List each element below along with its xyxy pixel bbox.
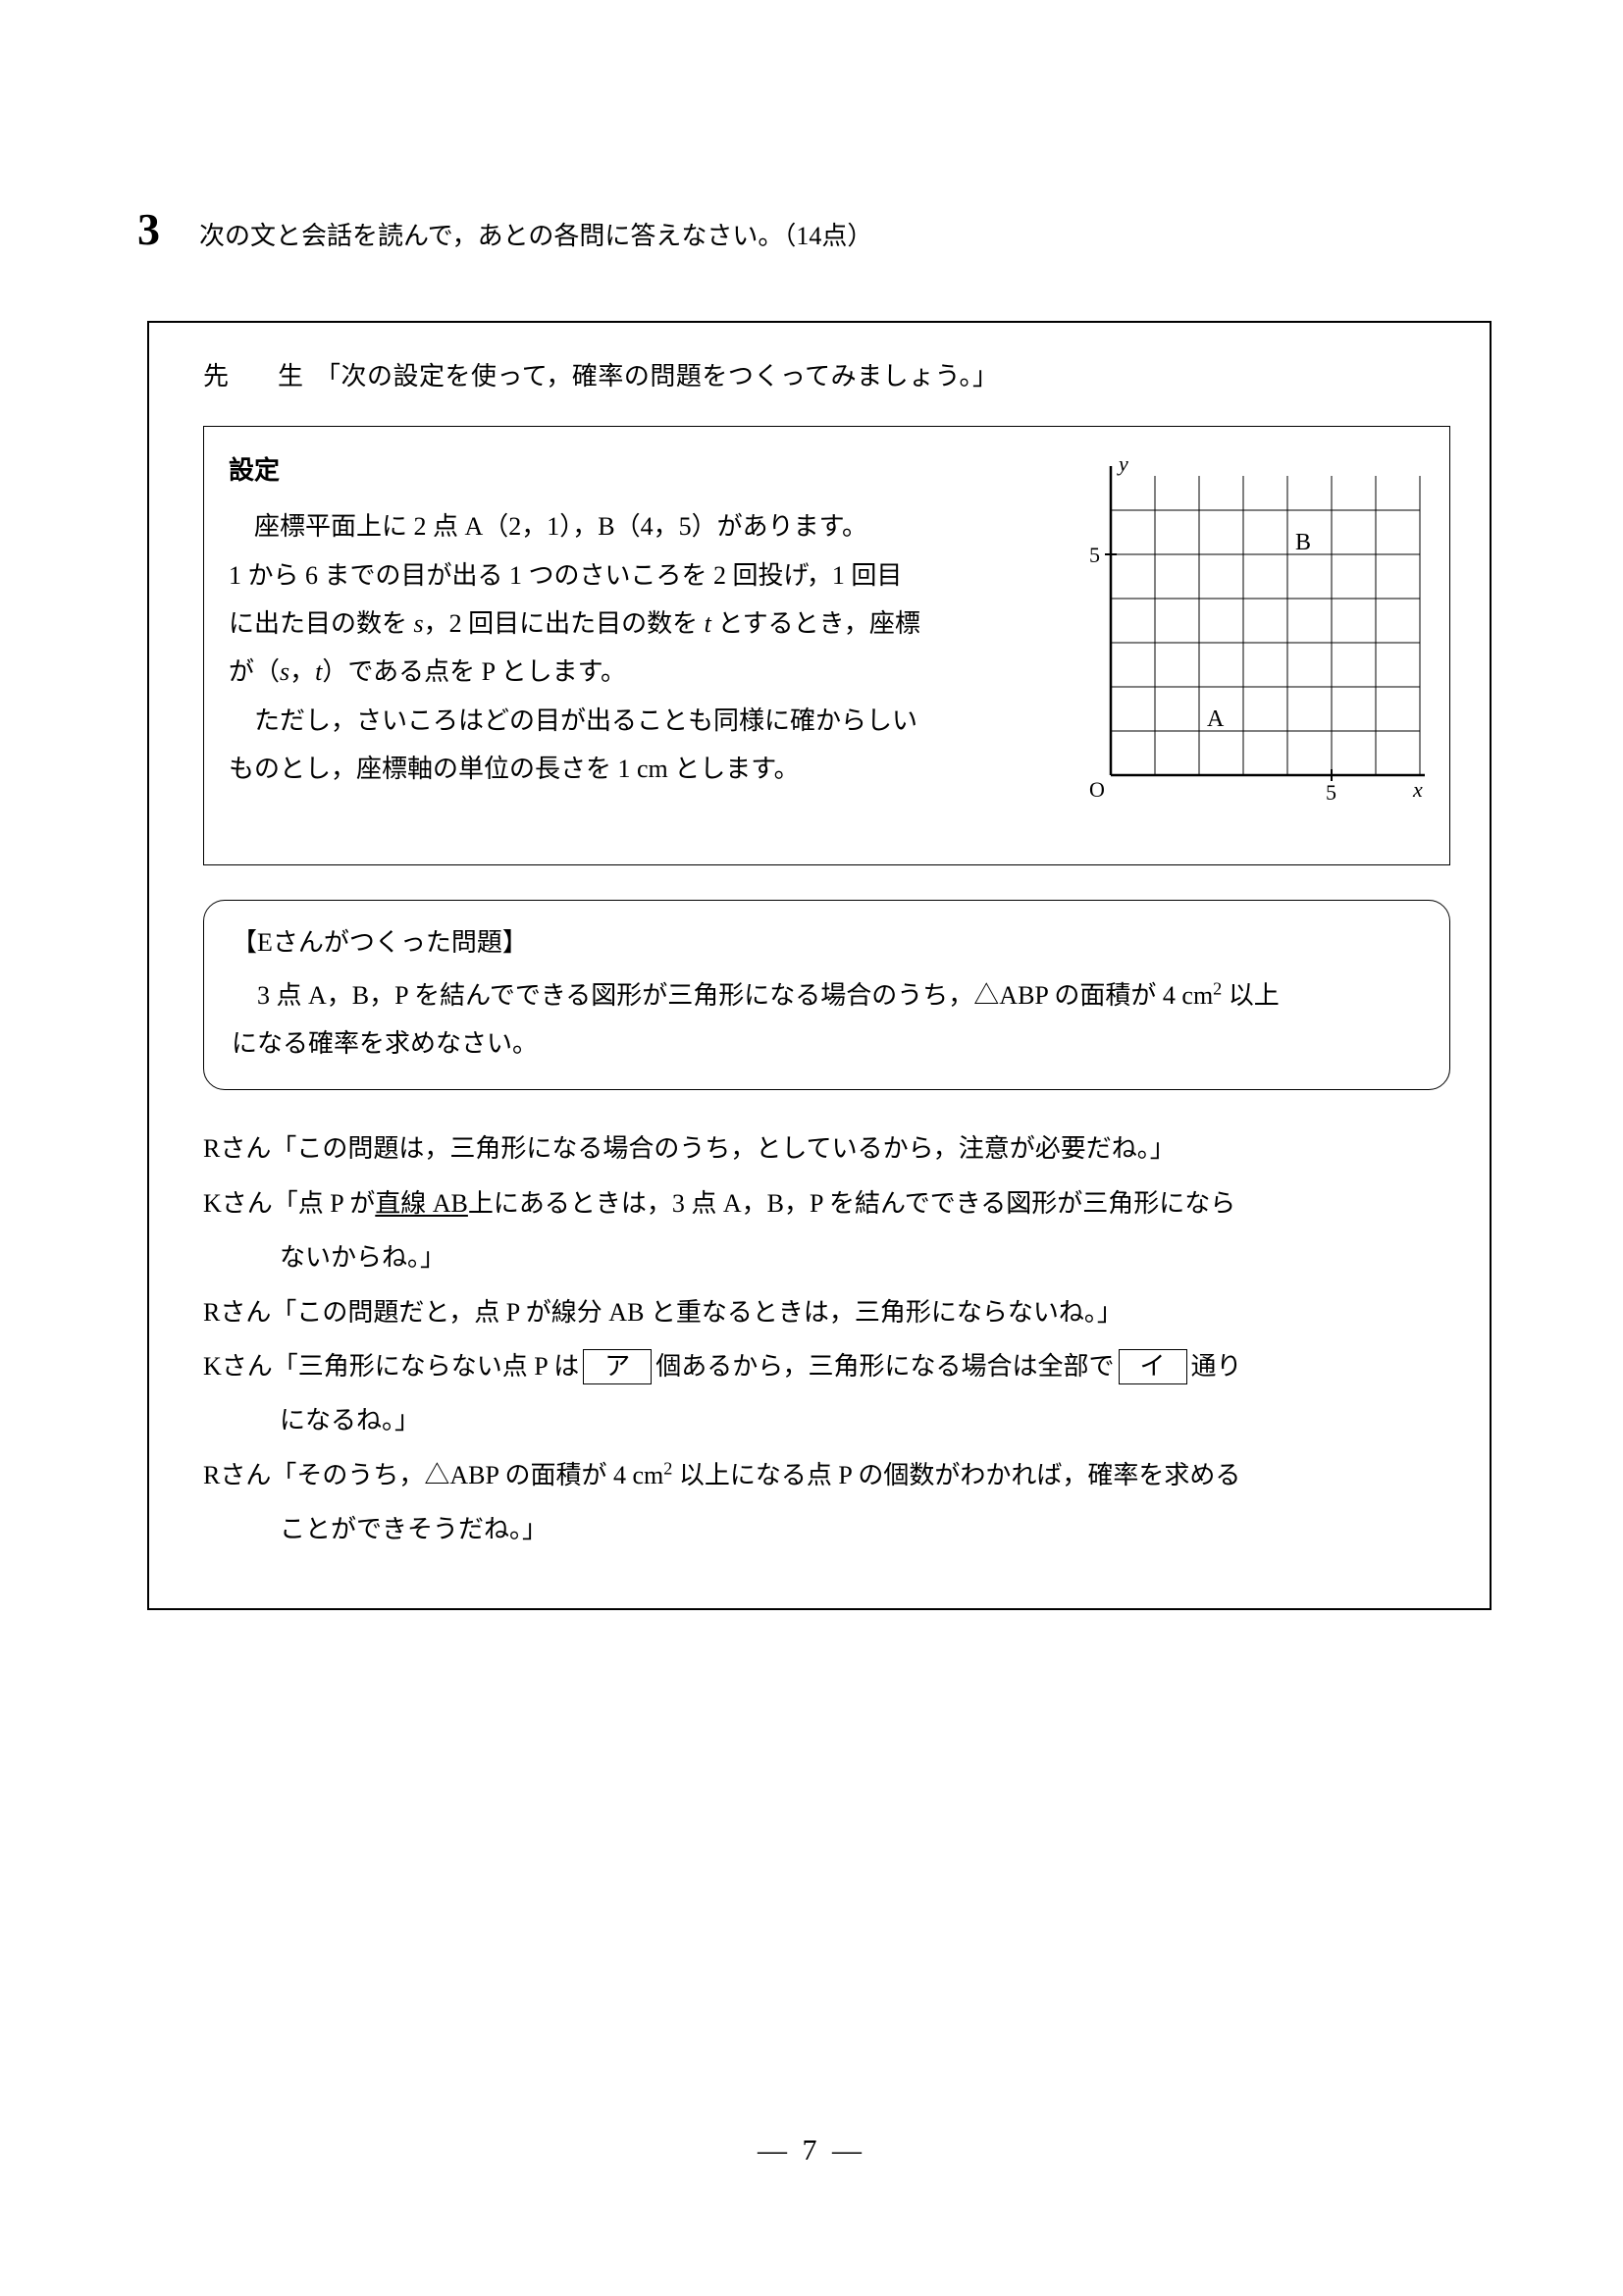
dialog-k2: Kさん 「三角形にならない点 P はア個あるから，三角形になる場合は全部でイ通り — [203, 1342, 1450, 1390]
speaker-k1-cont — [203, 1233, 280, 1281]
e-problem-body: 3 点 A，B，P を結んでできる図形が三角形になる場合のうち，△ABP の面積… — [232, 971, 1422, 1019]
speaker-k1: Kさん — [203, 1179, 273, 1227]
speaker-k2-cont — [203, 1396, 280, 1444]
speech-r2: 「この問題だと，点 P が線分 AB と重なるときは，三角形にならないね。」 — [271, 1288, 1450, 1336]
point-a-label: A — [1207, 706, 1225, 732]
speaker-r3-cont — [203, 1505, 280, 1553]
y-axis-label: y — [1117, 451, 1128, 476]
speech-k1: 「点 P が直線 AB上にあるときは，3 点 A，B，P を結んでできる図形が三… — [273, 1179, 1450, 1227]
e-problem-body2: になる確率を求めなさい。 — [232, 1019, 1422, 1068]
k2a: 「三角形にならない点 P は — [273, 1352, 580, 1381]
page-number: — 7 — — [0, 2122, 1623, 2178]
y-tick-5: 5 — [1089, 543, 1100, 567]
speech-k2: 「三角形にならない点 P はア個あるから，三角形になる場合は全部でイ通り — [273, 1342, 1450, 1390]
settei-box: 設定 座標平面上に 2 点 A（2，1），B（4，5）があります。 1 から 6… — [203, 426, 1450, 865]
dialog-k1-cont: ないからね。」 — [203, 1233, 1450, 1281]
graph-svg: y x O 5 5 A B — [1072, 451, 1425, 824]
k2d: になるね。」 — [280, 1396, 1450, 1444]
var-s: s — [414, 609, 424, 638]
settei-p4: が（s，t）である点を P とします。 — [229, 648, 1062, 696]
settei-p3: に出た目の数を s，2 回目に出た目の数を t とするとき，座標 — [229, 600, 1062, 648]
e-b1-tail: 以上 — [1222, 981, 1280, 1010]
teacher-line: 先 生「次の設定を使って，確率の問題をつくってみましょう。」 — [203, 352, 1450, 400]
origin-label: O — [1089, 777, 1105, 802]
speaker-r1: Rさん — [203, 1124, 271, 1173]
dialog-k2-cont: になるね。」 — [203, 1396, 1450, 1444]
settei-p5: ただし，さいころはどの目が出ることも同様に確からしい — [229, 697, 1062, 745]
k1b: 上にあるときは，3 点 A，B，P を結んでできる図形が三角形になら — [468, 1189, 1235, 1218]
settei-title: 設定 — [229, 446, 1062, 495]
r3a: 「そのうち，△ABP の面積が 4 cm — [271, 1461, 663, 1489]
settei-p3a: に出た目の数を — [229, 609, 414, 638]
k1-underline: 直線 AB — [375, 1189, 468, 1218]
r3b: 以上になる点 P の個数がわかれば，確率を求める — [672, 1461, 1240, 1489]
speaker-r3: Rさん — [203, 1451, 271, 1499]
settei-p6: ものとし，座標軸の単位の長さを 1 cm とします。 — [229, 745, 1062, 793]
e-b1: 3 点 A，B，P を結んでできる図形が三角形になる場合のうち，△ABP の面積… — [257, 981, 1213, 1010]
k1a: 「点 P が — [273, 1189, 376, 1218]
coordinate-graph: y x O 5 5 A B — [1072, 451, 1425, 840]
settei-p1: 座標平面上に 2 点 A（2，1），B（4，5）があります。 — [229, 502, 1062, 550]
e-problem-box: 【Eさんがつくった問題】 3 点 A，B，P を結んでできる図形が三角形になる場… — [203, 900, 1450, 1090]
dialog-k1: Kさん 「点 P が直線 AB上にあるときは，3 点 A，B，P を結んでできる… — [203, 1179, 1450, 1227]
teacher-speech: 「次の設定を使って，確率の問題をつくってみましょう。」 — [315, 362, 999, 391]
speaker-k2: Kさん — [203, 1342, 273, 1390]
k1c: ないからね。」 — [280, 1233, 1450, 1281]
settei-p2: 1 から 6 までの目が出る 1 つのさいころを 2 回投げ，1 回目 — [229, 551, 1062, 600]
speech-r3: 「そのうち，△ABP の面積が 4 cm2 以上になる点 P の個数がわかれば，… — [271, 1451, 1450, 1499]
teacher-label: 先 生 — [203, 362, 315, 391]
var-t: t — [705, 609, 711, 638]
outer-box: 先 生「次の設定を使って，確率の問題をつくってみましょう。」 設定 座標平面上に… — [147, 321, 1492, 1610]
settei-p4a: が（ — [229, 657, 280, 686]
var-s-2: s — [280, 657, 289, 686]
settei-p3b: ，2 回目に出た目の数を — [424, 609, 705, 638]
speaker-r2: Rさん — [203, 1288, 271, 1336]
dialog-r3: Rさん 「そのうち，△ABP の面積が 4 cm2 以上になる点 P の個数がわ… — [203, 1451, 1450, 1499]
settei-p4b: ， — [289, 657, 315, 686]
dialog-r2: Rさん 「この問題だと，点 P が線分 AB と重なるときは，三角形にならないね… — [203, 1288, 1450, 1336]
question-number: 3 — [137, 186, 160, 272]
question-header: 3 次の文と会話を読んで，あとの各問に答えなさい。（14点） — [137, 186, 1492, 272]
settei-p3c: とするとき，座標 — [711, 609, 920, 638]
question-instruction: 次の文と会話を読んで，あとの各問に答えなさい。（14点） — [199, 212, 872, 260]
r3c: ことができそうだね。」 — [280, 1505, 1450, 1553]
x-axis-label: x — [1412, 777, 1423, 802]
k2b: 個あるから，三角形になる場合は全部で — [655, 1352, 1114, 1381]
page-content: 3 次の文と会話を読んで，あとの各問に答えなさい。（14点） 先 生「次の設定を… — [137, 186, 1492, 1610]
dialog-r3-cont: ことができそうだね。」 — [203, 1505, 1450, 1553]
r3-sup: 2 — [663, 1458, 672, 1478]
blank-i: イ — [1119, 1349, 1187, 1384]
dialog-r1: Rさん 「この問題は，三角形になる場合のうち，としているから，注意が必要だね。」 — [203, 1124, 1450, 1173]
e-problem-title: 【Eさんがつくった問題】 — [232, 918, 1422, 966]
x-tick-5: 5 — [1326, 780, 1336, 805]
settei-text: 設定 座標平面上に 2 点 A（2，1），B（4，5）があります。 1 から 6… — [229, 446, 1062, 794]
e-sup: 2 — [1213, 978, 1222, 998]
settei-p4c: ）である点を P とします。 — [322, 657, 626, 686]
speech-r1: 「この問題は，三角形になる場合のうち，としているから，注意が必要だね。」 — [271, 1124, 1450, 1173]
blank-a: ア — [583, 1349, 652, 1384]
point-b-label: B — [1295, 530, 1311, 555]
k2c: 通り — [1191, 1352, 1242, 1381]
